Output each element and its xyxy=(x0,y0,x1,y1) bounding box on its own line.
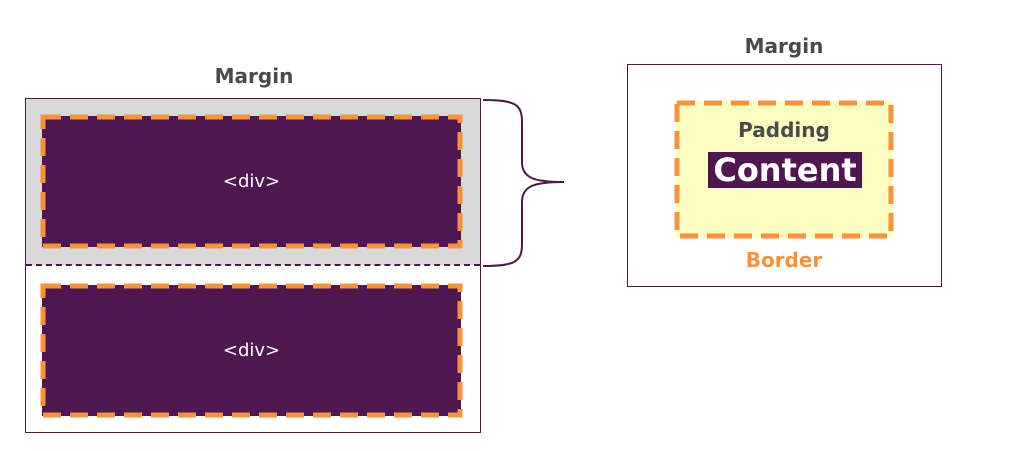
margin-separator-line xyxy=(26,264,480,266)
box-model-container xyxy=(627,64,942,287)
div-block-second-label: <div> xyxy=(222,340,281,361)
right-margin-label: Margin xyxy=(744,34,824,58)
left-outer-container xyxy=(25,98,481,433)
curly-brace-icon xyxy=(482,99,565,267)
div-block-first-label: <div> xyxy=(222,171,281,192)
padding-label: Padding xyxy=(738,118,830,142)
div-block-first: <div> xyxy=(42,116,461,247)
content-label: Content xyxy=(708,152,862,188)
left-margin-label: Margin xyxy=(214,64,294,88)
border-label: Border xyxy=(745,248,823,272)
div-block-second: <div> xyxy=(42,285,461,416)
